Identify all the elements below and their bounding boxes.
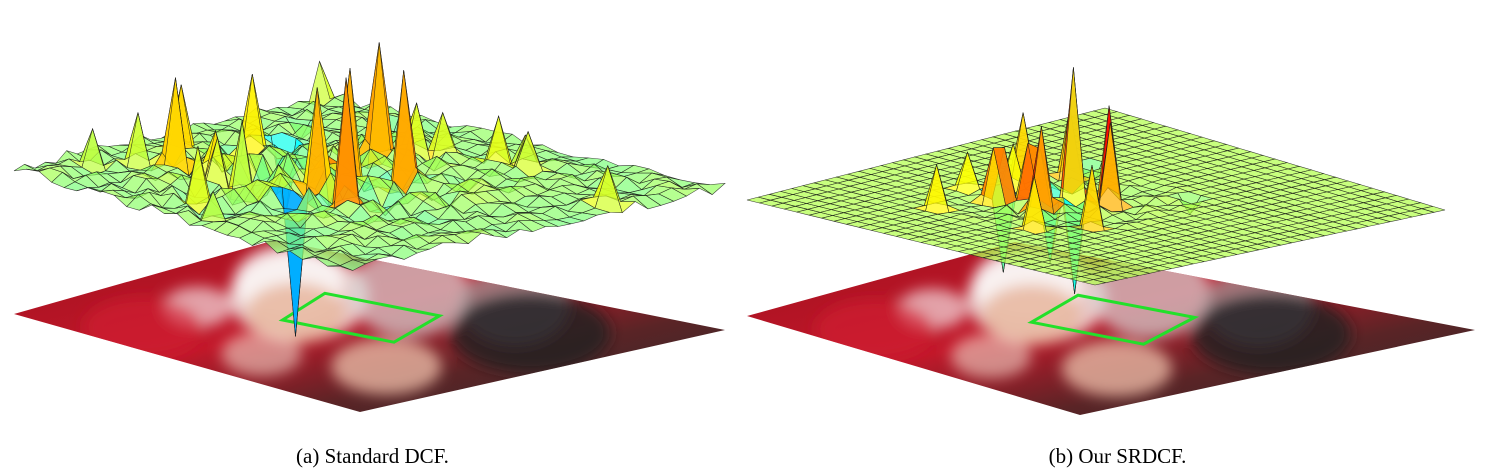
target-face-box [1027, 293, 1200, 346]
panel-standard-dcf: (a) Standard DCF. [13, 42, 726, 468]
caption-srdcf: (b) Our SRDCF. [1048, 444, 1187, 468]
response-surface-mesh [746, 67, 1446, 294]
target-face-box [278, 291, 444, 344]
surface-plot-standard-dcf [13, 42, 726, 412]
caption-standard-dcf: (a) Standard DCF. [296, 444, 449, 468]
panel-srdcf: (b) Our SRDCF. [745, 0, 1490, 473]
surface-plot-srdcf [746, 67, 1475, 415]
video-frame-plane [747, 242, 1475, 415]
response-surface-mesh [13, 42, 726, 337]
